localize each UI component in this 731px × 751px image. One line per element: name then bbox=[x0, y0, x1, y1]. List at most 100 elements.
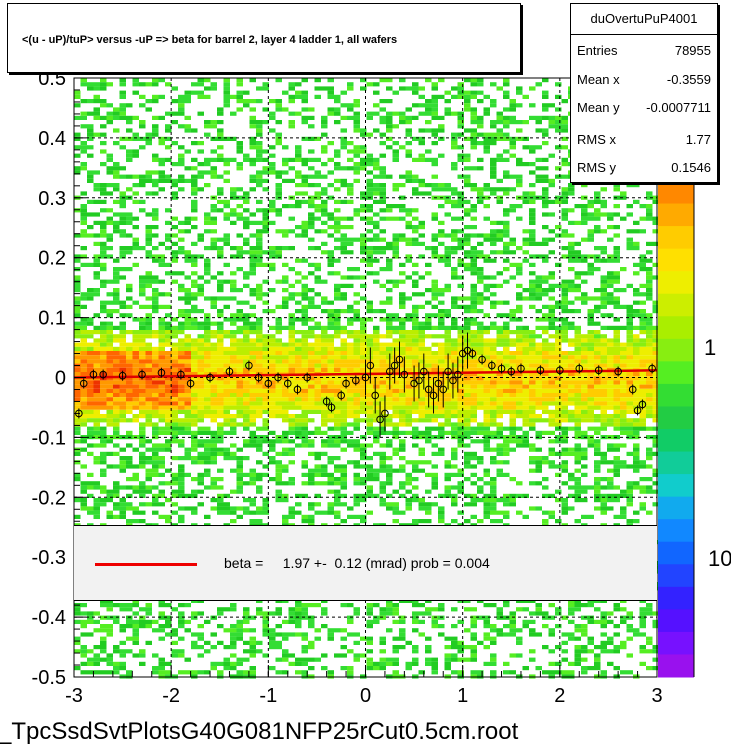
heatmap-cell bbox=[301, 388, 308, 393]
heatmap-cell bbox=[334, 317, 341, 322]
heatmap-cell bbox=[464, 99, 471, 104]
heatmap-cell bbox=[373, 325, 380, 330]
heatmap-cell bbox=[496, 409, 503, 414]
heatmap-cell bbox=[451, 271, 458, 276]
heatmap-cell bbox=[646, 283, 653, 288]
heatmap-cell bbox=[119, 267, 126, 272]
heatmap-cell bbox=[126, 187, 133, 192]
heatmap-cell bbox=[412, 103, 419, 108]
heatmap-cell bbox=[399, 292, 406, 297]
heatmap-cell bbox=[334, 405, 341, 410]
heatmap-cell bbox=[139, 145, 146, 150]
heatmap-cell bbox=[80, 292, 87, 297]
heatmap-cell bbox=[613, 384, 620, 389]
heatmap-cell bbox=[178, 178, 185, 183]
heatmap-cell bbox=[321, 279, 328, 284]
heatmap-cell bbox=[516, 414, 523, 419]
heatmap-cell bbox=[392, 401, 399, 406]
heatmap-cell bbox=[347, 107, 354, 112]
heatmap-cell bbox=[217, 414, 224, 419]
heatmap-cell bbox=[282, 300, 289, 305]
heatmap-cell bbox=[535, 430, 542, 435]
heatmap-cell bbox=[425, 103, 432, 108]
heatmap-cell bbox=[542, 178, 549, 183]
heatmap-cell bbox=[100, 468, 107, 473]
heatmap-cell bbox=[457, 304, 464, 309]
heatmap-cell bbox=[171, 363, 178, 368]
heatmap-cell bbox=[574, 296, 581, 301]
heatmap-cell bbox=[243, 426, 250, 431]
heatmap-cell bbox=[620, 493, 627, 498]
heatmap-cell bbox=[503, 94, 510, 99]
heatmap-cell bbox=[230, 401, 237, 406]
heatmap-cell bbox=[438, 183, 445, 188]
heatmap-cell bbox=[522, 145, 529, 150]
heatmap-cell bbox=[230, 136, 237, 141]
heatmap-cell bbox=[288, 388, 295, 393]
heatmap-cell bbox=[327, 346, 334, 351]
heatmap-cell bbox=[594, 355, 601, 360]
heatmap-cell bbox=[236, 460, 243, 465]
heatmap-cell bbox=[80, 439, 87, 444]
heatmap-cell bbox=[256, 199, 263, 204]
heatmap-cell bbox=[178, 157, 185, 162]
heatmap-cell bbox=[431, 237, 438, 242]
heatmap-cell bbox=[282, 355, 289, 360]
heatmap-cell bbox=[431, 279, 438, 284]
heatmap-cell bbox=[568, 493, 575, 498]
heatmap-cell bbox=[204, 380, 211, 385]
heatmap-cell bbox=[516, 384, 523, 389]
heatmap-cell bbox=[412, 342, 419, 347]
heatmap-cell bbox=[191, 225, 198, 230]
heatmap-cell bbox=[509, 241, 516, 246]
heatmap-cell bbox=[379, 250, 386, 255]
heatmap-cell bbox=[223, 351, 230, 356]
heatmap-cell bbox=[496, 443, 503, 448]
heatmap-cell bbox=[158, 78, 165, 83]
heatmap-cell bbox=[340, 422, 347, 427]
heatmap-cell bbox=[509, 384, 516, 389]
heatmap-cell bbox=[405, 355, 412, 360]
heatmap-cell bbox=[477, 393, 484, 398]
heatmap-cell bbox=[217, 128, 224, 133]
heatmap-cell bbox=[490, 447, 497, 452]
heatmap-cell bbox=[249, 380, 256, 385]
heatmap-cell bbox=[288, 397, 295, 402]
heatmap-cell bbox=[431, 292, 438, 297]
heatmap-cell bbox=[119, 275, 126, 280]
heatmap-cell bbox=[139, 397, 146, 402]
heatmap-cell bbox=[139, 334, 146, 339]
heatmap-cell bbox=[152, 376, 159, 381]
heatmap-cell bbox=[490, 372, 497, 377]
heatmap-cell bbox=[93, 115, 100, 120]
heatmap-cell bbox=[652, 275, 659, 280]
heatmap-cell bbox=[347, 191, 354, 196]
heatmap-cell bbox=[522, 393, 529, 398]
heatmap-cell bbox=[256, 414, 263, 419]
heatmap-cell bbox=[249, 124, 256, 129]
heatmap-cell bbox=[568, 393, 575, 398]
heatmap-cell bbox=[412, 292, 419, 297]
heatmap-cell bbox=[113, 430, 120, 435]
heatmap-cell bbox=[288, 124, 295, 129]
heatmap-cell bbox=[418, 334, 425, 339]
heatmap-cell bbox=[93, 325, 100, 330]
heatmap-cell bbox=[386, 216, 393, 221]
heatmap-cell bbox=[412, 477, 419, 482]
heatmap-cell bbox=[607, 447, 614, 452]
heatmap-cell bbox=[613, 258, 620, 263]
heatmap-cell bbox=[119, 246, 126, 251]
heatmap-cell bbox=[236, 313, 243, 318]
heatmap-cell bbox=[483, 107, 490, 112]
heatmap-cell bbox=[444, 313, 451, 318]
heatmap-cell bbox=[217, 372, 224, 377]
heatmap-cell bbox=[113, 338, 120, 343]
heatmap-cell bbox=[431, 384, 438, 389]
heatmap-cell bbox=[548, 418, 555, 423]
heatmap-cell bbox=[399, 279, 406, 284]
heatmap-cell bbox=[652, 330, 659, 335]
heatmap-cell bbox=[236, 464, 243, 469]
heatmap-cell bbox=[392, 233, 399, 238]
heatmap-cell bbox=[392, 430, 399, 435]
heatmap-cell bbox=[386, 334, 393, 339]
